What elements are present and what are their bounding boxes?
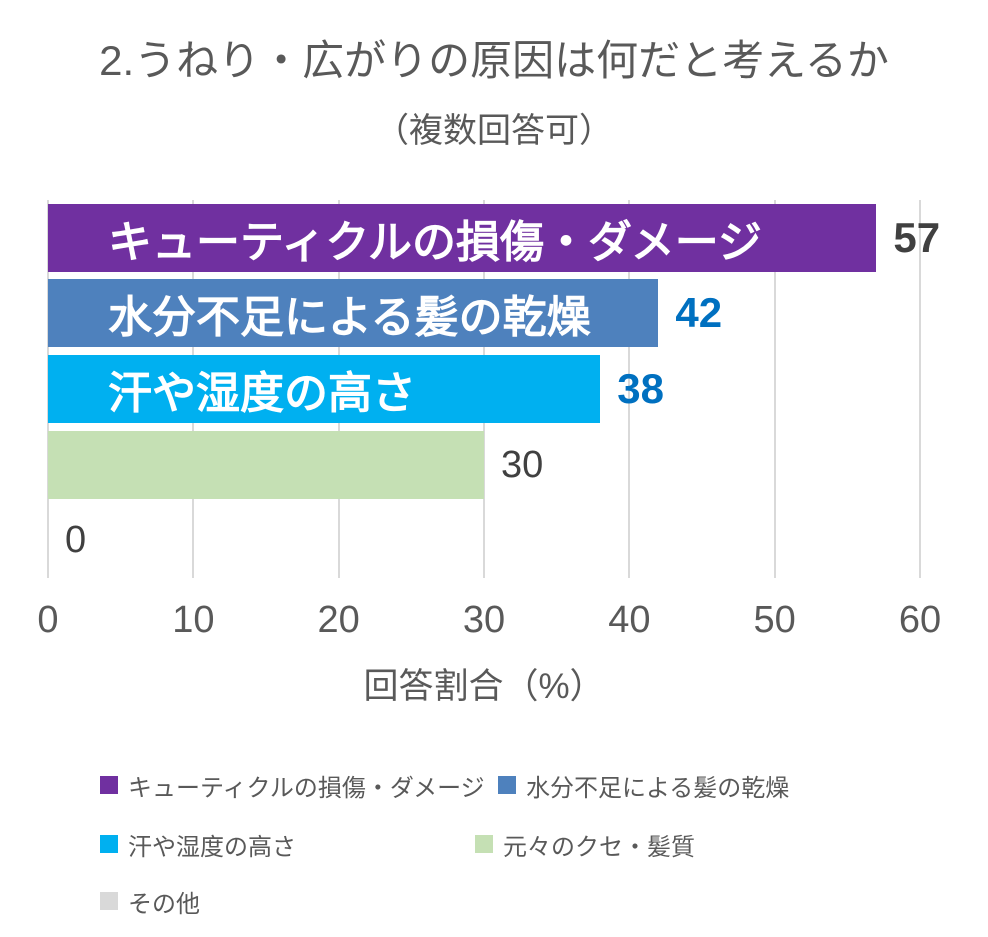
- x-tick-label-40: 40: [608, 599, 651, 641]
- value-label-2: 42: [675, 289, 723, 337]
- bar-3: 汗や湿度の高さ: [48, 355, 601, 423]
- x-axis-title: 回答割合（%）: [363, 667, 605, 706]
- gridline-x-40: [628, 200, 631, 578]
- x-tick-label-10: 10: [172, 599, 215, 641]
- bar-2: 水分不足による髪の乾燥: [48, 279, 659, 348]
- x-tick-label-30: 30: [462, 599, 506, 641]
- chart-subtitle: （複数回答可）: [375, 112, 613, 150]
- bar-category-label: 水分不足による髪の乾燥: [108, 293, 591, 343]
- chart-title: 2.うねり・広がりの原因は何だと考えるか: [99, 37, 889, 84]
- x-tick-label-20: 20: [317, 599, 360, 641]
- gridline-x-50: [773, 200, 776, 578]
- bar-category-label: 汗や湿度の高さ: [108, 369, 416, 418]
- plot-area: キューティクルの損傷・ダメージ 57 水分不足による髪の乾燥 42 汗や湿度の高さ 38 3…: [47, 200, 940, 578]
- bar-4: [48, 430, 484, 499]
- x-tick-label-60: 60: [898, 599, 942, 641]
- value-label-5: 0: [65, 519, 87, 562]
- gridline-x-60: [919, 200, 921, 578]
- bar-category-label: キューティクルの損傷・ダメージ: [108, 217, 762, 267]
- x-tick-label-50: 50: [753, 599, 796, 641]
- value-label-4: 30: [501, 443, 544, 486]
- x-tick-label-0: 0: [37, 599, 59, 641]
- value-label-3: 38: [617, 365, 664, 412]
- value-label-1: 57: [893, 213, 941, 261]
- bar-1: キューティクルの損傷・ダメージ: [48, 203, 877, 272]
